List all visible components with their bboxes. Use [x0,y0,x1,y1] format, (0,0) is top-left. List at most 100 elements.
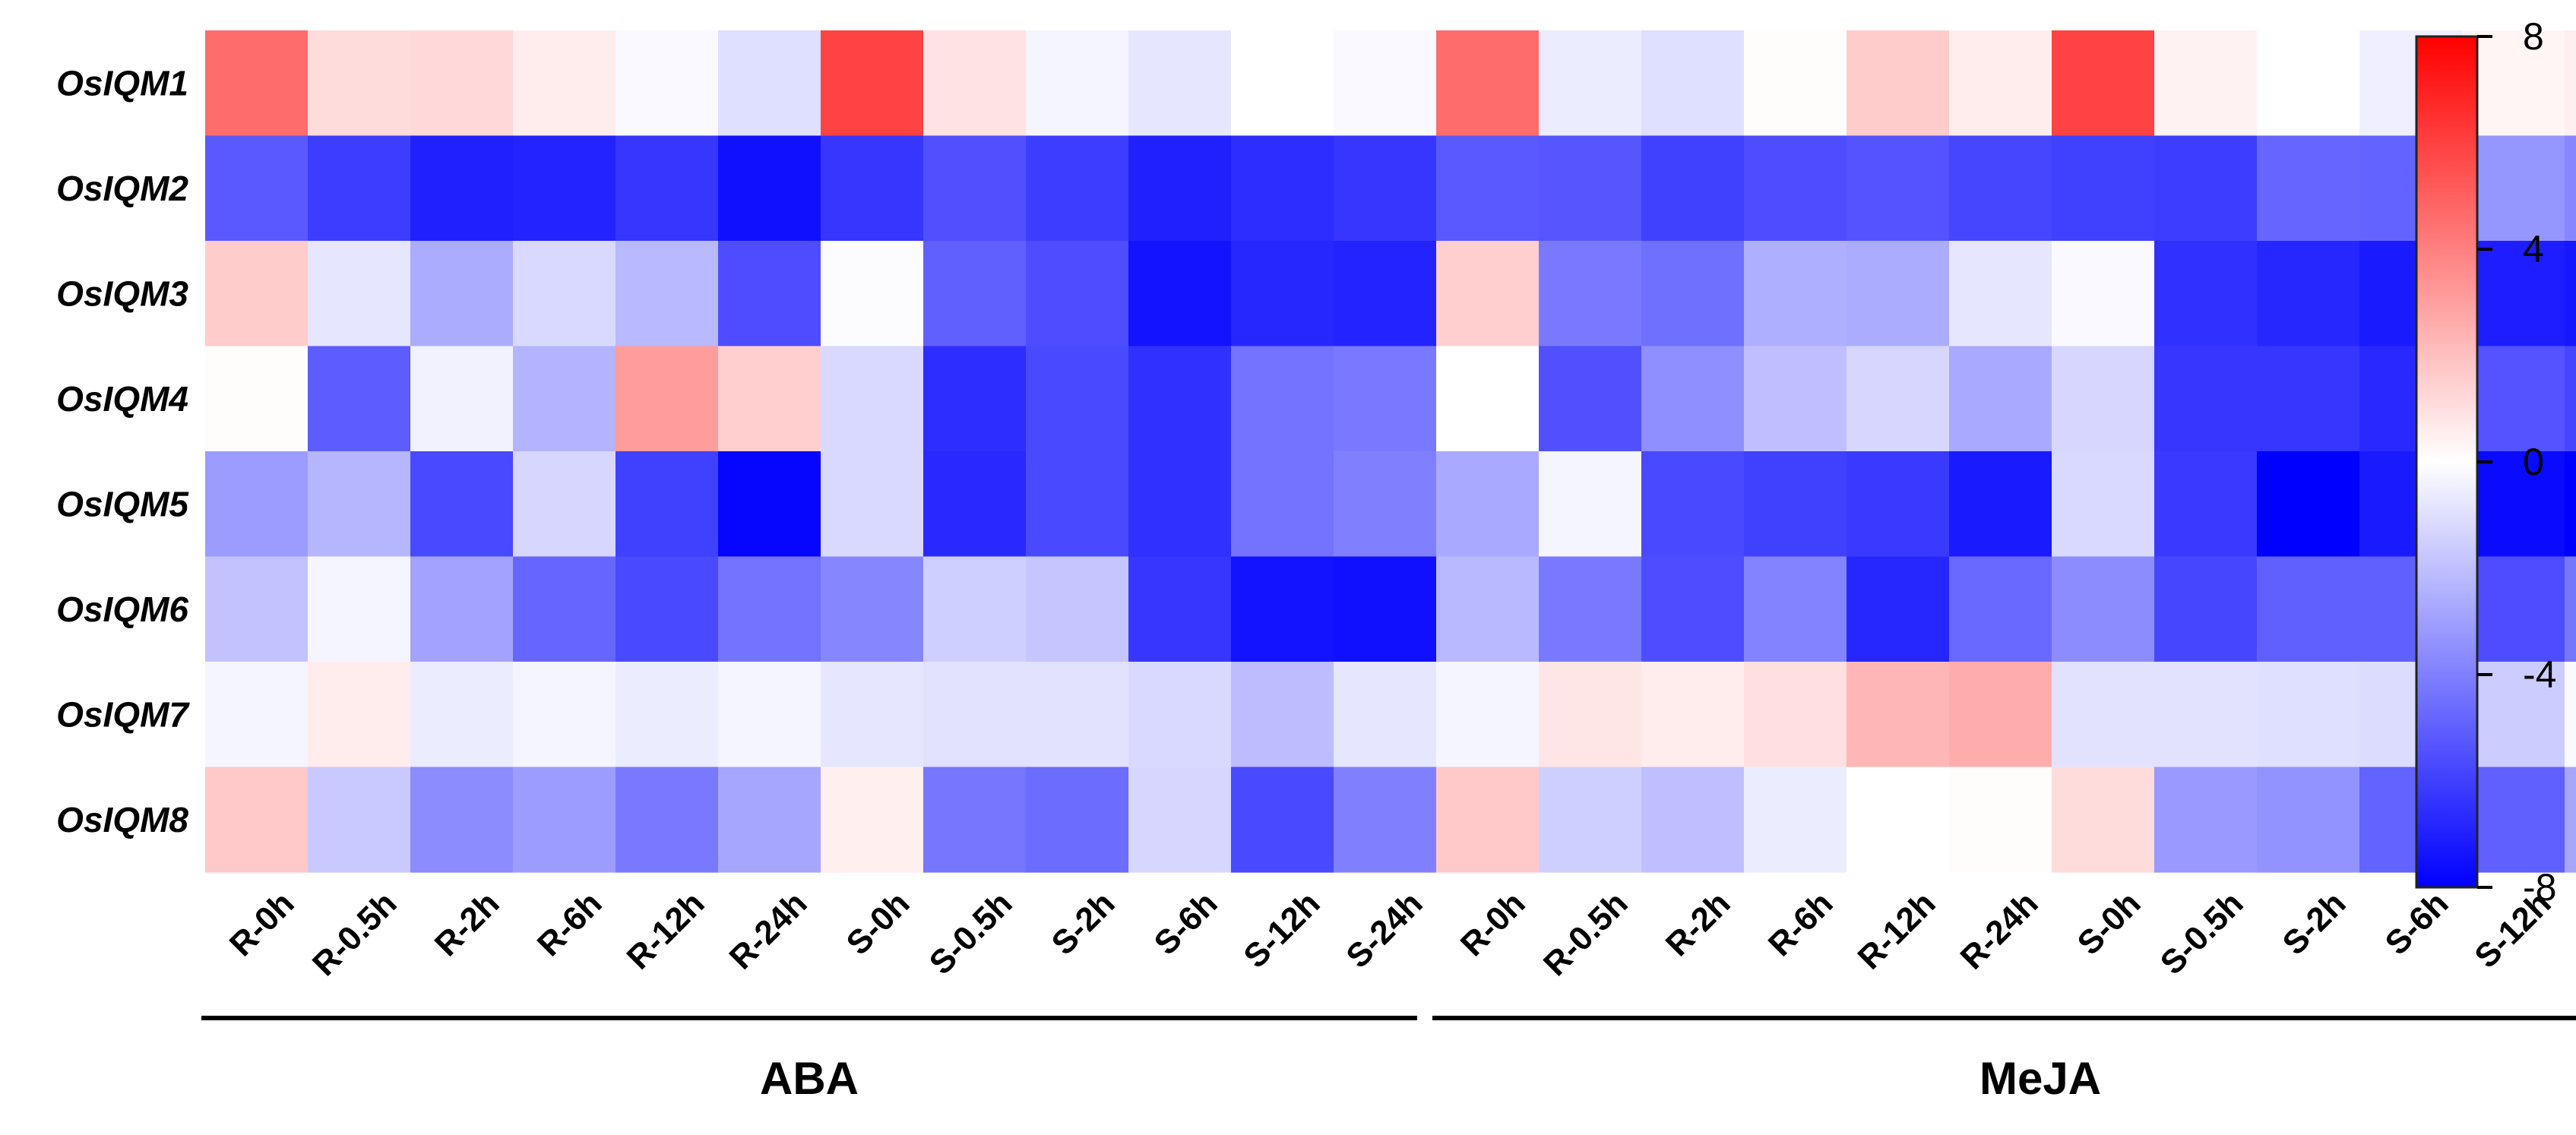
heatmap-cell [1847,662,1950,768]
heatmap-cell [1847,556,1950,662]
heatmap-cells [205,30,2576,873]
column-label: S-0.5h [2154,884,2251,982]
column-label: S-2h [2276,884,2353,962]
heatmap-cell [1641,241,1745,347]
heatmap-cell [616,767,719,873]
heatmap-cell [2257,346,2360,452]
heatmap-cell [1744,556,1847,662]
heatmap-cell [821,451,924,558]
heatmap-cell [2462,451,2565,558]
heatmap-cell [1949,30,2052,137]
colorbar-tick-label: 8 [2523,15,2544,58]
column-label: R-0h [1454,884,1533,963]
row-label: OsIQM3 [56,273,188,313]
heatmap-cell [1949,346,2052,452]
row-label: OsIQM6 [56,590,188,629]
heatmap-cell [410,30,514,137]
column-label: R-6h [1761,884,1840,963]
heatmap-cell [821,662,924,768]
heatmap-cell [1436,556,1540,662]
heatmap-cell [821,346,924,452]
heatmap-cell [308,556,411,662]
heatmap-cell [410,556,514,662]
heatmap-cell [410,241,514,347]
heatmap-cell [2565,346,2576,452]
heatmap-cell [2154,30,2258,137]
heatmap-cell [923,30,1027,137]
row-label: OsIQM8 [56,800,188,839]
heatmap-cell [2462,241,2565,347]
heatmap-cell [718,767,821,873]
column-label: R-24h [723,884,815,976]
heatmap-cell [1026,135,1129,242]
group-label: ABA [760,1053,859,1104]
heatmap-cell [2052,767,2155,873]
heatmap-cell [1949,556,2052,662]
heatmap-cell [923,556,1027,662]
heatmap-cell [513,767,616,873]
heatmap-cell [718,346,821,452]
row-label: OsIQM5 [56,484,189,523]
row-label: OsIQM1 [56,63,188,103]
heatmap-cell [513,241,616,347]
heatmap-cell [205,346,309,452]
heatmap-cell [2154,556,2258,662]
heatmap-cell [1026,241,1129,347]
heatmap-cell [1231,135,1334,242]
heatmap-cell [821,135,924,242]
heatmap-cell [718,556,821,662]
column-label: R-6h [530,884,609,963]
heatmap-cell [1744,346,1847,452]
heatmap-cell [1847,30,1950,137]
heatmap-cell [1539,662,1642,768]
heatmap-cell [205,662,309,768]
heatmap-cell [1128,451,1232,558]
heatmap-cell [718,135,821,242]
heatmap-cell [2154,451,2258,558]
heatmap-cell [1128,346,1232,452]
heatmap-cell [923,346,1027,452]
heatmap-cell [1334,30,1437,137]
heatmap-cell [1641,556,1745,662]
heatmap-cell [205,135,309,242]
heatmap-cell [2565,556,2576,662]
heatmap-cell [718,662,821,768]
heatmap-cell [1026,30,1129,137]
heatmap-cell [1539,30,1642,137]
heatmap-cell [2462,30,2565,137]
heatmap-cell [616,241,719,347]
heatmap-cell [2565,451,2576,558]
row-label: OsIQM4 [56,379,188,419]
heatmap-cell [1334,451,1437,558]
heatmap-cell [1641,662,1745,768]
heatmap-cell [923,662,1027,768]
heatmap-cell [1641,451,1745,558]
heatmap-cell [1231,451,1334,558]
heatmap-cell [1641,135,1745,242]
heatmap-cell [205,451,309,558]
heatmap-cell [2052,556,2155,662]
heatmap-cell [1026,451,1129,558]
heatmap-cell [1949,135,2052,242]
heatmap-cell [2154,346,2258,452]
heatmap-cell [410,346,514,452]
heatmap-cell [1128,556,1232,662]
heatmap-cell [2257,241,2360,347]
heatmap-cell [1744,767,1847,873]
heatmap-cell [1949,451,2052,558]
heatmap-cell [1539,556,1642,662]
heatmap-cell [821,241,924,347]
colorbar-gradient [2415,35,2479,889]
heatmap-cell [821,556,924,662]
heatmap-cell [2257,135,2360,242]
column-label: S-24h [1339,884,1429,975]
heatmap-cell [1847,767,1950,873]
column-label: R-24h [1954,884,2046,976]
column-label: R-0.5h [305,884,404,983]
heatmap-cell [1026,346,1129,452]
heatmap-cell [2565,662,2576,768]
column-label: S-24h [2570,884,2576,975]
heatmap-cell [1539,241,1642,347]
column-label: S-6h [1147,884,1225,962]
